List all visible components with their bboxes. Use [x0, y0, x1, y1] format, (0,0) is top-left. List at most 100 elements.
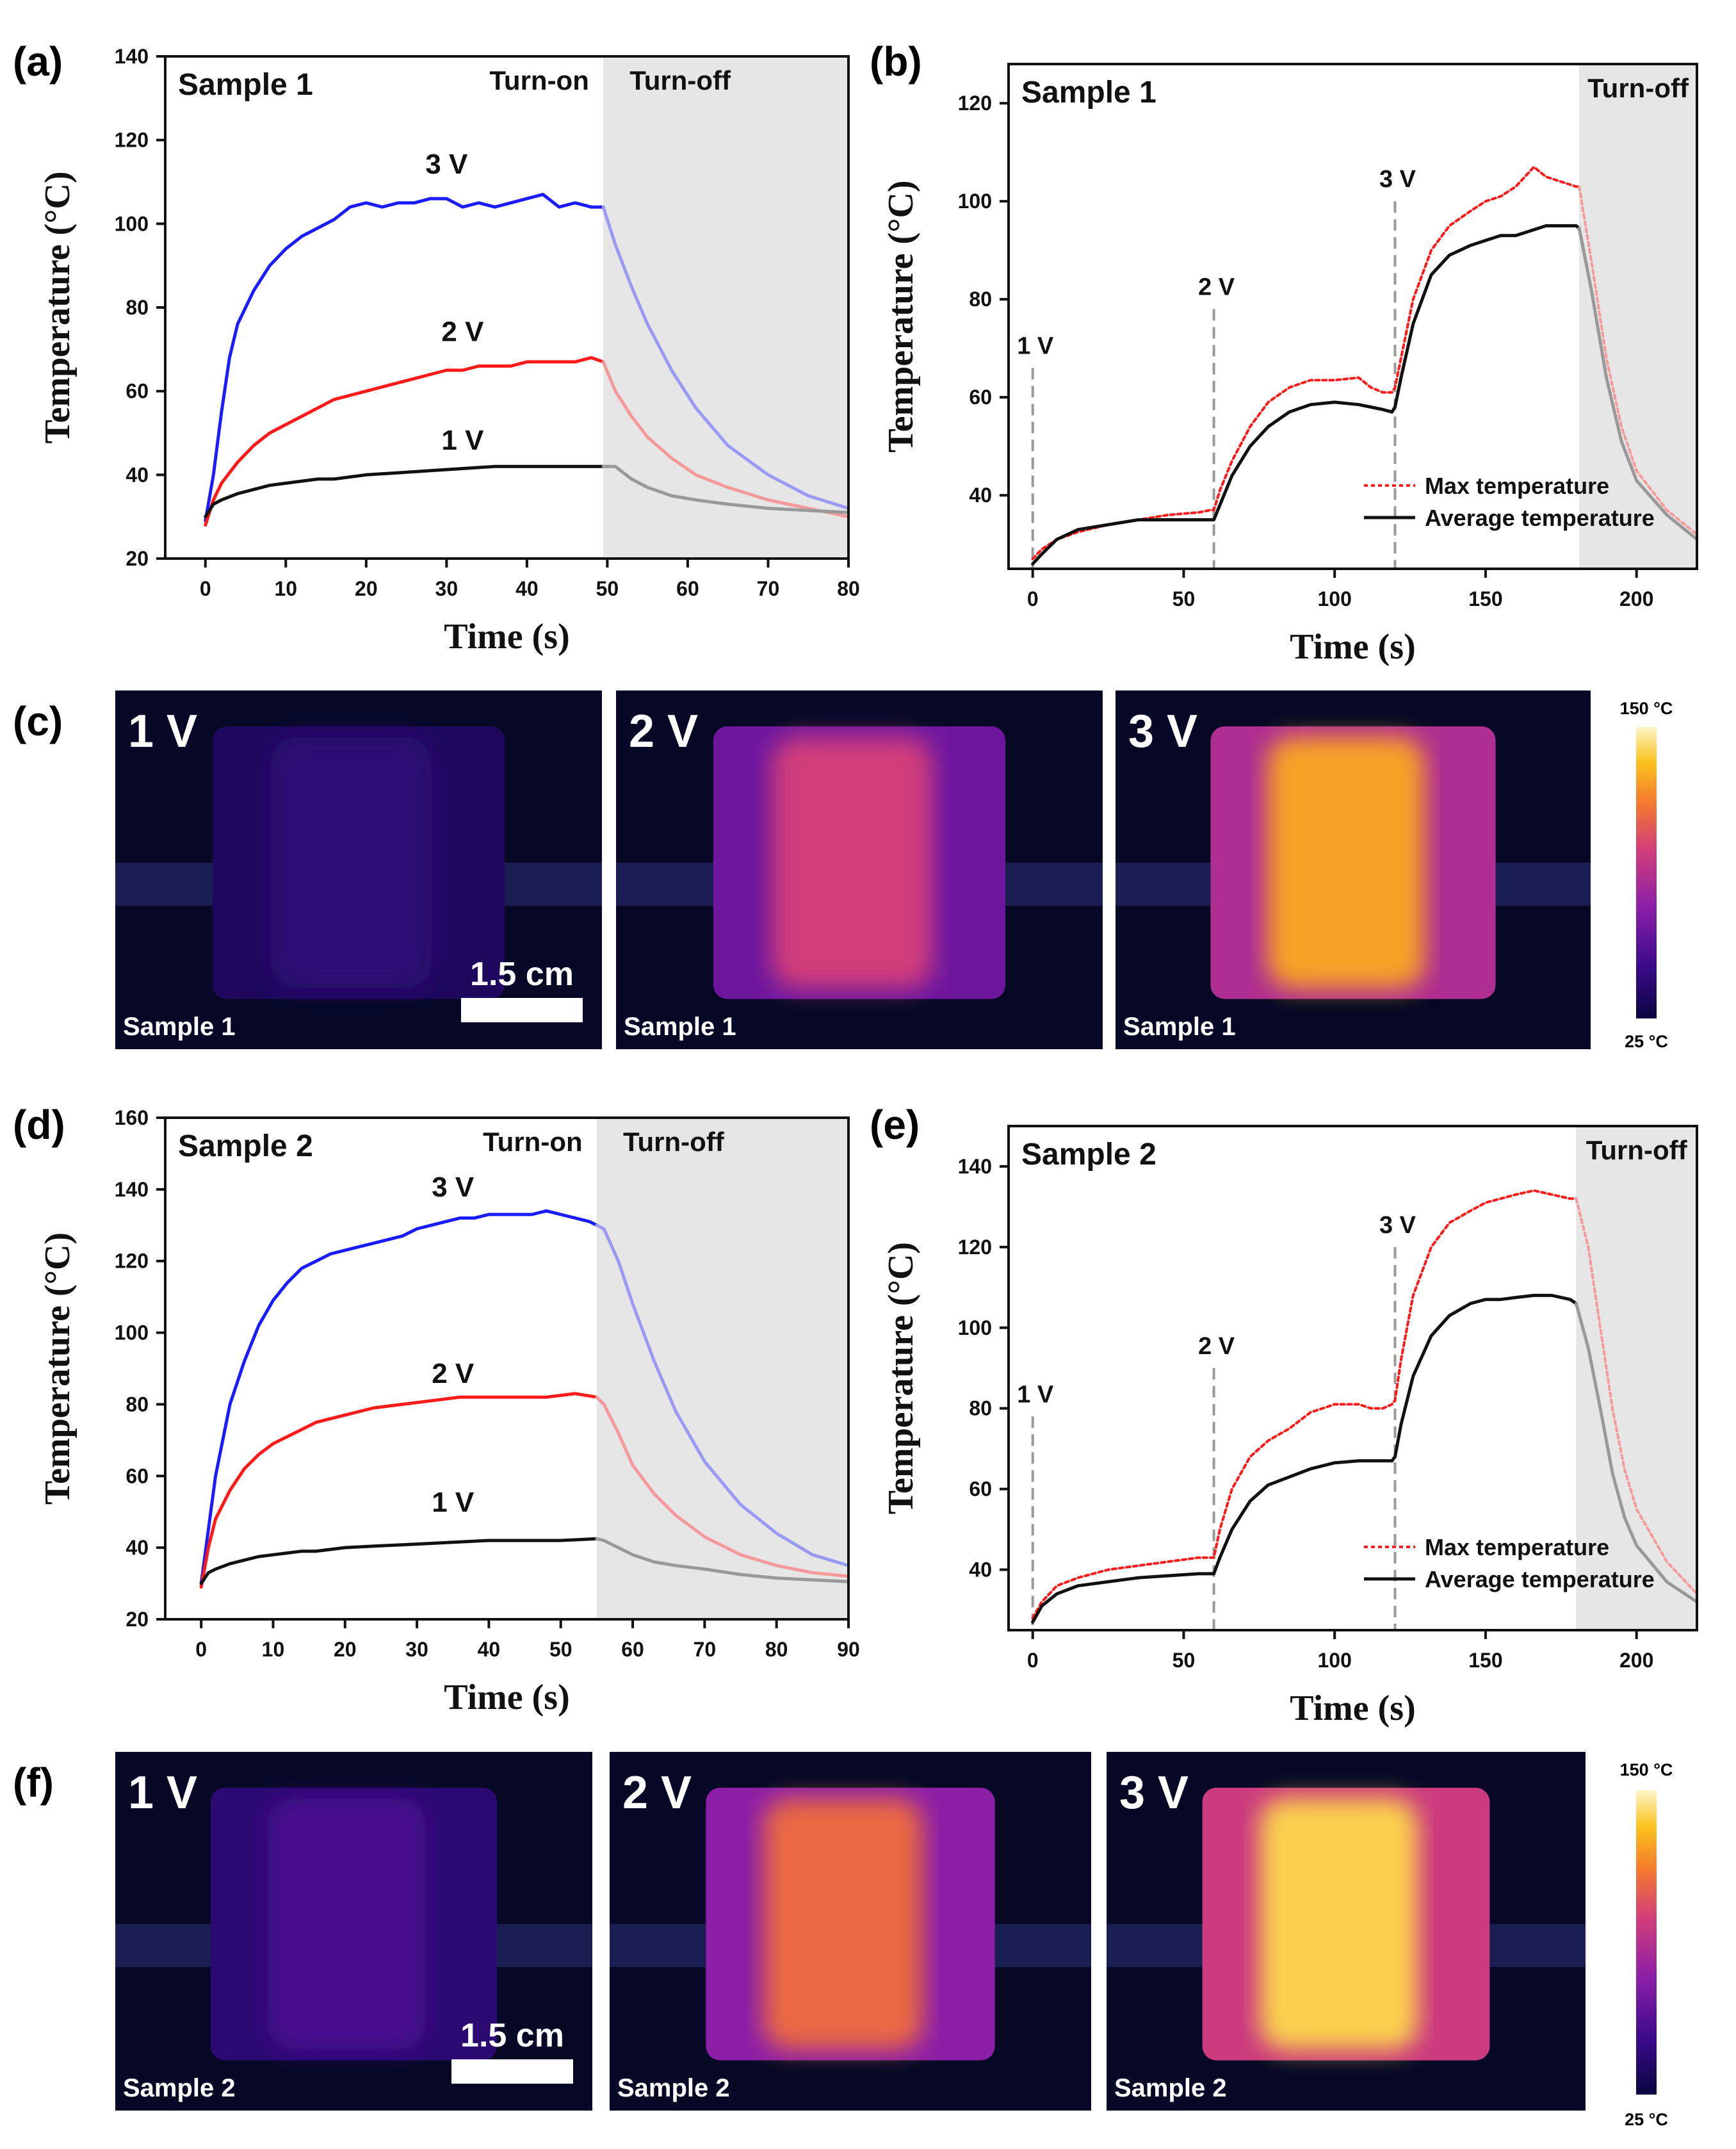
chart-d-xtick-label-5: 50 — [549, 1638, 572, 1661]
chart-b-voltage-marker-label-1: 2 V — [1198, 274, 1235, 301]
chart-a-ytick-label-1: 40 — [126, 463, 149, 486]
thermal-c-2-left-clamp — [616, 862, 713, 906]
chart-d-xtick-label-7: 70 — [694, 1638, 717, 1661]
chart-e-frame — [1007, 1125, 1698, 1631]
chart-d-series-2-line — [199, 1537, 599, 1585]
chart-e: 1 V 2 V 3 V 0 50 100 150 200 40 60 80 100 120 140 Time… — [881, 1125, 1699, 1728]
chart-b-ytick-label-4: 120 — [958, 92, 992, 115]
thermal-c-1-sample-hotspot — [271, 737, 432, 988]
thermal-f-2: 2 V Sample 2 — [610, 1752, 1091, 2111]
panel-label-e: (e) — [870, 1102, 920, 1148]
chart-d-ytick-label-0: 20 — [126, 1608, 149, 1631]
chart-d-turn-on-label: Turn-on — [483, 1127, 583, 1157]
chart-a-ytick-label-5: 120 — [115, 129, 149, 152]
chart-a-series-1-label: 2 V — [441, 316, 484, 347]
chart-e-series-1-line — [1031, 1293, 1578, 1624]
chart-a-series-0-line — [204, 193, 605, 523]
thermal-row-f: 1 V Sample 2 1.5 cm 2 V Sample 2 3 V Sample 2 — [115, 1752, 1586, 2111]
chart-a-xtick-label-1: 10 — [274, 577, 297, 600]
chart-e-legend-entry-1: Average temperature — [1425, 1566, 1655, 1592]
thermal-c-2-sample-hotspot — [772, 737, 932, 988]
thermal-c-2-voltage-label: 2 V — [629, 706, 698, 757]
chart-b-legend-entry-0: Max temperature — [1425, 473, 1609, 499]
chart-d-ytick-label-6: 140 — [115, 1178, 149, 1201]
chart-a-title: Sample 1 — [178, 68, 313, 102]
chart-a-series-1-cooling-line — [601, 360, 850, 519]
chart-e-ytick-label-0: 40 — [969, 1558, 992, 1581]
chart-b-xtick-label-3: 150 — [1468, 587, 1502, 610]
chart-b-series-0-cooling-line — [1578, 185, 1698, 536]
chart-d-turn-off-label: Turn-off — [623, 1127, 725, 1157]
chart-a-xlabel: Time (s) — [444, 617, 570, 657]
thermal-c-3: 3 V Sample 1 — [1115, 690, 1591, 1049]
colorbar-c-gradient — [1636, 727, 1657, 1018]
chart-d-turnoff-region — [596, 1118, 848, 1619]
panel-label-a: (a) — [13, 38, 63, 85]
thermal-c-3-sample-hotspot — [1267, 737, 1425, 988]
chart-e-title: Sample 2 — [1021, 1138, 1156, 1172]
chart-b-xtick-label-2: 100 — [1318, 587, 1352, 610]
chart-e-turn-off-label: Turn-off — [1586, 1135, 1688, 1165]
chart-d-ytick-label-5: 120 — [115, 1250, 149, 1273]
chart-d-xtick-label-0: 0 — [195, 1638, 207, 1661]
chart-a-series-2-line — [204, 464, 605, 519]
colorbar-f-min: 25 °C — [1625, 2110, 1668, 2129]
chart-d-series-0-label: 3 V — [432, 1172, 475, 1203]
chart-a-series-0-cooling-line — [601, 205, 850, 511]
colorbar-f-gradient — [1636, 1790, 1657, 2095]
thermal-c-3-voltage-label: 3 V — [1128, 706, 1197, 757]
colorbar-c-max: 150 °C — [1620, 699, 1673, 718]
chart-e-xtick-label-4: 200 — [1619, 1649, 1653, 1672]
chart-d-series-1-cooling-line — [595, 1395, 850, 1578]
chart-a-xtick-label-7: 70 — [757, 577, 780, 600]
chart-a-ylabel: Temperature (°C) — [38, 171, 77, 443]
chart-d-ytick-label-1: 40 — [126, 1536, 149, 1559]
chart-a-turn-on-label: Turn-on — [489, 65, 589, 95]
chart-e-xtick-label-3: 150 — [1468, 1649, 1502, 1672]
chart-a-ytick-label-4: 100 — [115, 212, 149, 235]
chart-d-series-1-line — [199, 1392, 599, 1589]
chart-d-series-2-label: 1 V — [432, 1487, 475, 1518]
thermal-f-1-left-clamp — [115, 1924, 211, 1967]
chart-a-xtick-label-4: 40 — [515, 577, 539, 600]
thermal-row-c: 1 V Sample 1 1.5 cm 2 V Sample 1 3 V Sample 1 — [115, 690, 1591, 1049]
thermal-c-1-voltage-label: 1 V — [128, 706, 197, 757]
chart-d-xtick-label-2: 20 — [334, 1638, 357, 1661]
thermal-c-2: 2 V Sample 1 — [616, 690, 1103, 1049]
chart-e-xtick-label-0: 0 — [1027, 1649, 1039, 1672]
thermal-c-1-sample-label: Sample 1 — [123, 1013, 236, 1041]
thermal-f-2-right-clamp — [994, 1924, 1091, 1967]
chart-a-xtick-label-2: 20 — [355, 577, 378, 600]
thermal-c-3-sample-label: Sample 1 — [1123, 1013, 1236, 1041]
colorbar-c: 150 °C 25 °C — [1620, 699, 1673, 1051]
thermal-f-2-sample-hotspot — [763, 1799, 923, 2050]
panel-label-c: (c) — [13, 698, 63, 744]
chart-b-title: Sample 1 — [1021, 76, 1156, 110]
thermal-c-1-scale-bar-label: 1.5 cm — [470, 956, 574, 993]
thermal-f-3-sample-hotspot — [1260, 1799, 1418, 2050]
thermal-c-1-left-clamp — [115, 862, 213, 906]
panel-label-f: (f) — [13, 1760, 54, 1806]
chart-a-series-2-cooling-line — [601, 464, 850, 514]
chart-d-xlabel: Time (s) — [444, 1678, 570, 1717]
thermal-f-3-right-clamp — [1489, 1924, 1586, 1967]
thermal-c-1-scale-bar — [461, 998, 583, 1022]
chart-e-xlabel: Time (s) — [1290, 1688, 1416, 1728]
chart-e-ytick-label-1: 60 — [969, 1478, 992, 1501]
chart-b: 1 V 2 V 3 V 0 50 100 150 200 40 60 80 100 120 Time (s… — [881, 63, 1699, 667]
thermal-c-3-right-clamp — [1495, 862, 1591, 906]
chart-d-ytick-label-7: 160 — [115, 1106, 149, 1129]
chart-e-legend-entry-0: Max temperature — [1425, 1534, 1609, 1560]
chart-b-xlabel: Time (s) — [1290, 627, 1416, 667]
chart-a-xtick-label-5: 50 — [596, 577, 619, 600]
chart-a-series-2-label: 1 V — [441, 425, 484, 456]
chart-a-turn-off-label: Turn-off — [629, 65, 731, 95]
chart-d-xtick-label-9: 90 — [837, 1638, 860, 1661]
chart-d-frame — [164, 1116, 850, 1621]
chart-b-legend-entry-1: Average temperature — [1425, 505, 1655, 531]
thermal-f-2-voltage-label: 2 V — [622, 1767, 692, 1818]
chart-a-series-0-label: 3 V — [425, 149, 468, 180]
colorbar-f-max: 150 °C — [1620, 1760, 1673, 1779]
chart-a-ytick-label-6: 140 — [115, 45, 149, 68]
